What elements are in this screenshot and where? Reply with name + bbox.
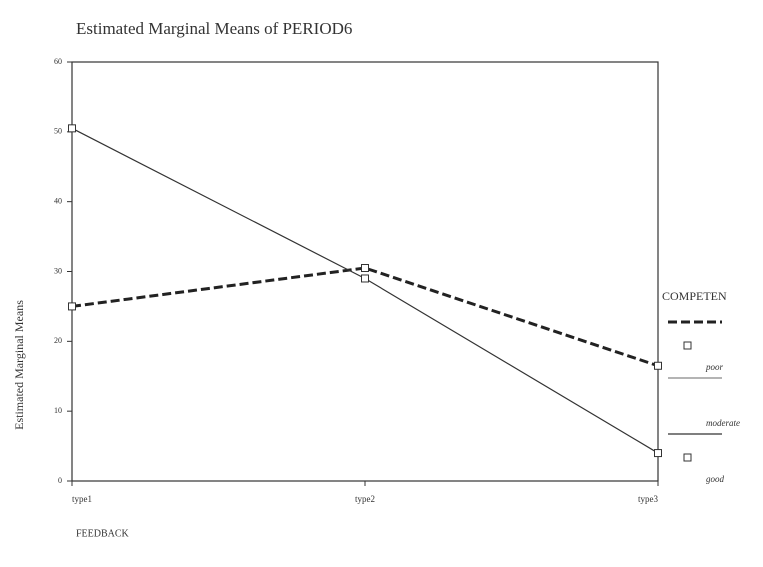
y-tick-label: 40 xyxy=(54,196,62,205)
legend-label: good xyxy=(706,474,725,484)
point-marker xyxy=(654,449,662,458)
chart-title: Estimated Marginal Means of PERIOD6 xyxy=(76,19,352,38)
series-line xyxy=(71,266,659,368)
x-axis-label: FEEDBACK xyxy=(76,528,130,539)
point-marker xyxy=(654,361,662,370)
point-marker xyxy=(68,302,76,311)
legend-marker xyxy=(683,341,692,350)
series-line xyxy=(71,127,659,454)
x-tick-label: type1 xyxy=(72,494,92,504)
point-marker xyxy=(361,274,369,283)
y-tick-label: 10 xyxy=(54,406,62,415)
point-marker xyxy=(68,124,76,133)
y-tick-label: 60 xyxy=(54,57,62,66)
y-tick-label: 20 xyxy=(54,336,62,345)
legend-title: COMPETEN xyxy=(662,289,727,303)
legend-marker xyxy=(683,453,692,462)
y-tick-label: 30 xyxy=(54,266,62,275)
point-marker xyxy=(361,264,369,273)
legend-label: poor xyxy=(705,362,724,372)
y-axis-label: Estimated Marginal Means xyxy=(12,300,26,430)
legend-label: moderate xyxy=(706,418,740,428)
x-tick-label: type2 xyxy=(355,494,375,504)
x-tick-label: type3 xyxy=(638,494,658,504)
y-tick-label: 50 xyxy=(54,127,62,136)
y-tick-label: 0 xyxy=(58,476,62,485)
